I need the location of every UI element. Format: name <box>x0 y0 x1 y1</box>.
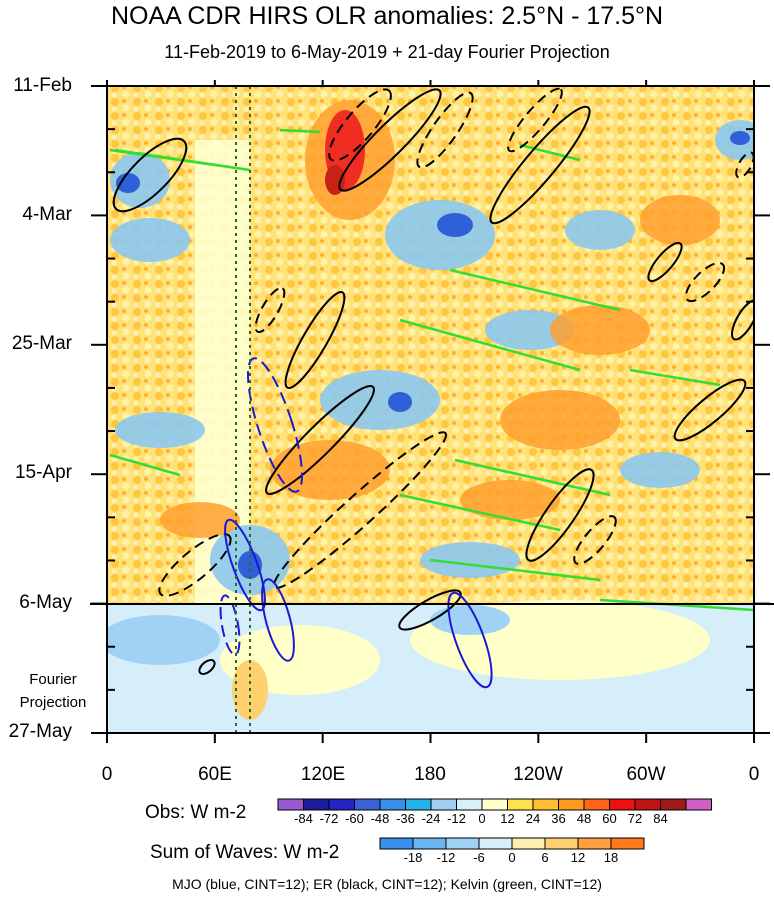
waves-colorbar <box>379 837 645 850</box>
colorbar-label: -18 <box>403 850 423 865</box>
colorbar-box <box>610 837 645 850</box>
colorbar-label: 48 <box>576 811 592 826</box>
colorbar-box <box>685 798 712 811</box>
colorbar-label: 0 <box>508 850 516 865</box>
er-contours <box>112 88 754 675</box>
axis-ticks <box>91 80 770 743</box>
y-tick-label: 6-May <box>19 592 72 613</box>
colorbar-box <box>507 798 534 811</box>
y-tick-label: 11-Feb <box>13 75 72 96</box>
colorbar-label: -84 <box>294 811 313 826</box>
colorbar-label: 60 <box>602 811 617 826</box>
colorbar-box <box>634 798 661 811</box>
obs-negative-patches <box>110 120 754 595</box>
colorbar-box <box>583 798 610 811</box>
colorbar-label: 84 <box>653 811 668 826</box>
x-tick-label: 120W <box>513 764 563 785</box>
fourier-projection-label: Fourier Projection <box>19 671 87 711</box>
y-tick-label: 15-Apr <box>14 462 72 483</box>
colorbar-box <box>379 837 414 850</box>
mjo-contours <box>224 518 493 689</box>
colorbar-box <box>511 837 546 850</box>
obs-colorbar <box>277 798 712 811</box>
x-tick-label: 180 <box>414 764 446 785</box>
x-tick-label: 0 <box>748 764 760 785</box>
colorbar-box <box>558 798 585 811</box>
colorbar-box <box>532 798 559 811</box>
y-tick-label: 25-Mar <box>11 333 72 354</box>
colorbar-box <box>481 798 508 811</box>
colorbar-box <box>609 798 636 811</box>
colorbar-box <box>660 798 687 811</box>
colorbar-box <box>456 798 483 811</box>
x-tick-label: 60E <box>198 764 232 785</box>
chart-subtitle: 11-Feb-2019 to 6-May-2019 + 21-day Fouri… <box>164 42 610 62</box>
colorbar-label: -48 <box>370 811 390 826</box>
colorbar-label: 12 <box>500 811 515 826</box>
colorbar-label: 6 <box>541 850 549 865</box>
colorbar-box <box>430 798 457 811</box>
chart-title: NOAA CDR HIRS OLR anomalies: 2.5°N - 17.… <box>110 2 664 30</box>
colorbar-box <box>445 837 480 850</box>
colorbar-box <box>405 798 432 811</box>
colorbar-label: 18 <box>603 850 619 865</box>
waves-colorbar-title: Sum of Waves: W m-2 <box>150 842 340 863</box>
y-tick-label: 27-May <box>8 721 72 742</box>
colorbar-label: 36 <box>551 811 566 826</box>
colorbar-label: 24 <box>525 811 541 826</box>
colorbar-label: -36 <box>396 811 415 826</box>
colorbar-box <box>577 837 612 850</box>
colorbar-box <box>544 837 579 850</box>
obs-colorbar-title: Obs: W m-2 <box>145 802 247 823</box>
colorbar-label: 12 <box>570 850 586 865</box>
colorbar-label: 0 <box>478 811 486 826</box>
colorbar-label: -6 <box>473 850 485 865</box>
x-tick-label: 60W <box>626 764 666 785</box>
x-tick-label: 120E <box>300 764 346 785</box>
colorbar-label: -24 <box>421 811 441 826</box>
colorbar-box <box>328 798 355 811</box>
colorbar-label: -60 <box>345 811 364 826</box>
colorbar-box <box>354 798 381 811</box>
y-tick-label: 4-Mar <box>22 204 72 225</box>
colorbar-label: -72 <box>319 811 339 826</box>
colorbar-box <box>478 837 513 850</box>
x-tick-label: 0 <box>101 764 113 785</box>
colorbar-box <box>379 798 406 811</box>
colorbar-box <box>303 798 330 811</box>
colorbar-box <box>412 837 447 850</box>
plot-field <box>107 86 754 733</box>
colorbar-label: 72 <box>627 811 643 826</box>
colorbar-box <box>277 798 304 811</box>
footer-legend: MJO (blue, CINT=12); ER (black, CINT=12)… <box>172 876 602 892</box>
colorbar-label: -12 <box>436 850 456 865</box>
colorbar-label: -12 <box>447 811 466 826</box>
